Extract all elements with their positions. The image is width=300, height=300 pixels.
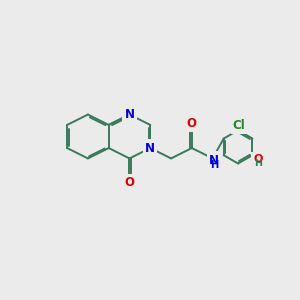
Text: H: H [210, 160, 218, 170]
Text: N: N [209, 154, 219, 166]
Text: H: H [254, 160, 262, 169]
Text: O: O [187, 117, 197, 130]
Text: O: O [124, 176, 134, 189]
Text: N: N [124, 108, 134, 121]
Text: O: O [254, 154, 263, 164]
Text: N: N [145, 142, 155, 154]
Text: Cl: Cl [233, 119, 246, 132]
